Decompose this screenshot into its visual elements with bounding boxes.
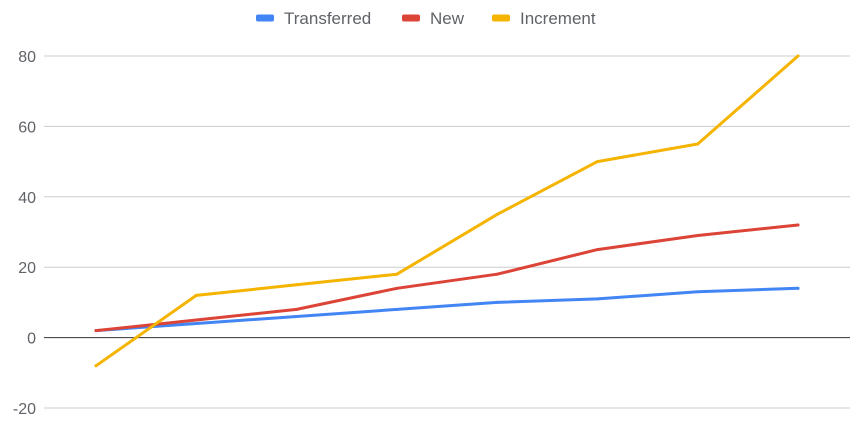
series-lines <box>94 54 800 368</box>
series-line-transferred <box>94 286 800 333</box>
data-point-new <box>395 286 399 290</box>
data-point-transferred <box>595 297 599 301</box>
data-point-increment <box>696 142 700 146</box>
data-point-new <box>295 307 299 311</box>
data-point-transferred <box>495 300 499 304</box>
data-point-increment <box>94 364 98 368</box>
legend-label-increment: Increment <box>520 9 596 28</box>
series-line-increment <box>94 54 800 368</box>
data-point-new <box>194 318 198 322</box>
y-axis-tick-labels: -20 0 20 40 60 80 <box>13 49 36 418</box>
data-point-transferred <box>194 322 198 326</box>
data-point-new <box>796 223 800 227</box>
grid-lines <box>44 55 850 409</box>
legend-label-new: New <box>430 9 465 28</box>
data-point-increment <box>395 272 399 276</box>
legend: Transferred New Increment <box>256 9 596 28</box>
data-point-transferred <box>295 314 299 318</box>
data-point-increment <box>295 283 299 287</box>
data-point-increment <box>796 54 800 58</box>
data-point-new <box>696 234 700 238</box>
data-point-transferred <box>696 290 700 294</box>
data-point-increment <box>495 212 499 216</box>
y-tick-label: -20 <box>13 401 36 418</box>
y-tick-label: 60 <box>18 119 36 136</box>
series-line-new <box>94 223 800 333</box>
y-tick-label: 20 <box>18 260 36 277</box>
y-tick-label: 80 <box>18 49 36 66</box>
data-point-new <box>495 272 499 276</box>
y-tick-label: 0 <box>27 331 36 348</box>
legend-swatch-new <box>402 14 420 22</box>
data-point-new <box>94 329 98 333</box>
data-point-transferred <box>796 286 800 290</box>
data-point-transferred <box>395 307 399 311</box>
data-point-new <box>595 248 599 252</box>
legend-swatch-transferred <box>256 14 274 22</box>
y-tick-label: 40 <box>18 190 36 207</box>
data-point-increment <box>194 293 198 297</box>
data-point-increment <box>595 160 599 164</box>
legend-label-transferred: Transferred <box>284 9 371 28</box>
legend-swatch-increment <box>492 14 510 22</box>
